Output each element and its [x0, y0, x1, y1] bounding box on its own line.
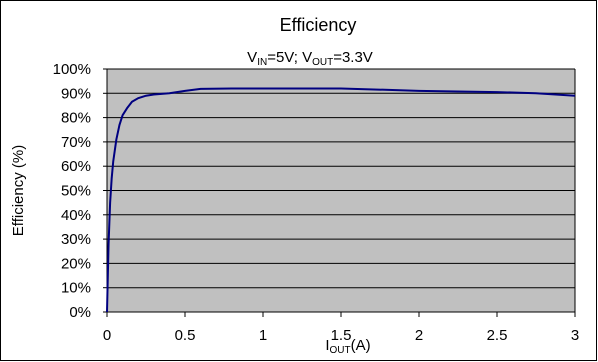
y-tick-label: 30%	[61, 231, 91, 248]
y-tick-label: 80%	[61, 110, 91, 127]
y-tick-label: 0%	[69, 304, 91, 321]
x-axis-label: IOUT(A)	[325, 337, 370, 356]
x-tick-label: 0.5	[175, 327, 196, 344]
y-tick-label: 70%	[61, 134, 91, 151]
label-text: =3.3V	[333, 49, 373, 66]
chart-title: Efficiency	[280, 15, 357, 35]
subscript-text: OUT	[312, 57, 333, 68]
y-tick-label: 90%	[61, 85, 91, 102]
y-tick-label: 50%	[61, 183, 91, 200]
label-text: (A)	[351, 337, 371, 354]
x-tick-label: 3	[571, 327, 579, 344]
chart-subtitle: VIN=5V; VOUT=3.3V	[247, 49, 373, 68]
grid-lines	[107, 92, 575, 289]
label-text: V	[247, 49, 257, 66]
series-line	[106, 87, 576, 313]
y-axis-ticks: 0% 10% 20% 30% 40% 50% 60% 70% 80% 90% 100%	[53, 61, 107, 321]
y-tick-label: 40%	[61, 207, 91, 224]
y-tick-label: 100%	[53, 61, 91, 78]
x-axis-ticks: 0 0.5 1 1.5 2 2.5 3	[103, 312, 579, 344]
y-axis-label: Efficiency (%)	[10, 145, 27, 236]
x-tick-label: 0	[103, 327, 111, 344]
label-text: I	[325, 337, 329, 354]
x-tick-label: 2.5	[487, 327, 508, 344]
y-tick-label: 10%	[61, 280, 91, 297]
x-tick-label: 1	[259, 327, 267, 344]
y-tick-label: 60%	[61, 158, 91, 175]
subscript-text: OUT	[330, 345, 351, 356]
y-tick-label: 20%	[61, 255, 91, 272]
x-tick-label: 2	[415, 327, 423, 344]
label-text: =5V; V	[267, 49, 312, 66]
subscript-text: IN	[257, 57, 267, 68]
x-tick-label: 1.5	[331, 327, 352, 344]
